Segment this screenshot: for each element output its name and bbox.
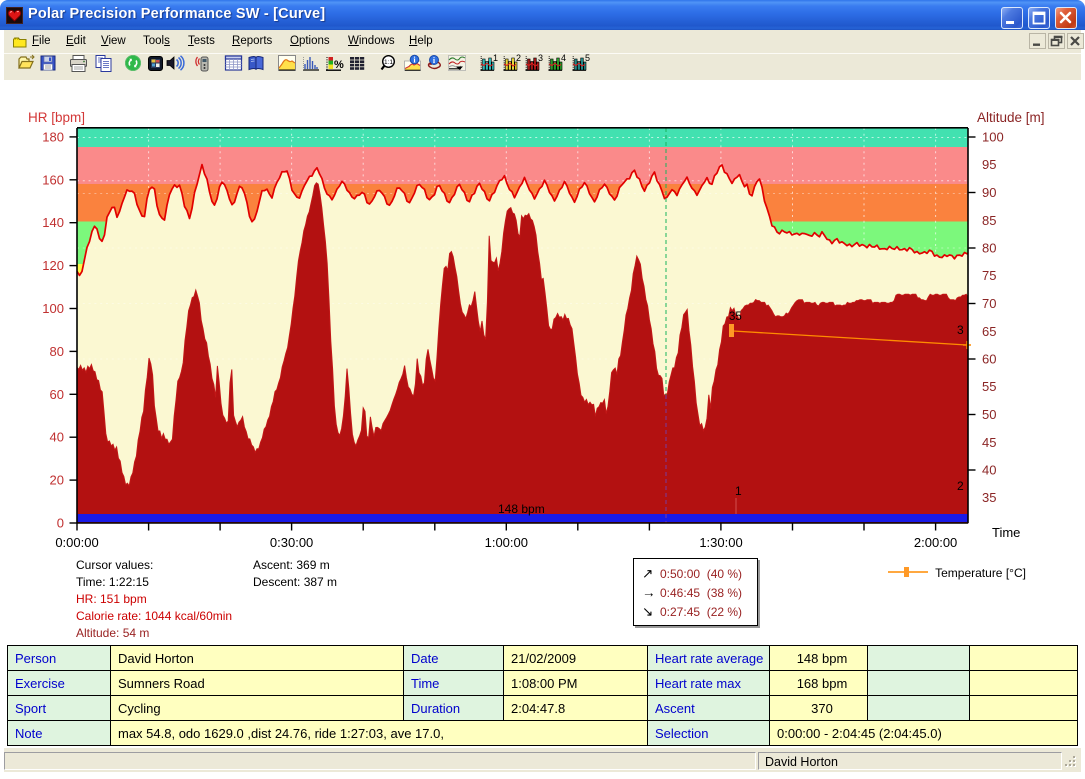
svg-text:40: 40	[982, 463, 996, 478]
svg-text:Altitude [m]: Altitude [m]	[977, 110, 1045, 125]
svg-text:1: 1	[735, 484, 742, 498]
svg-text:2:00:00: 2:00:00	[914, 535, 957, 550]
svg-text:4: 4	[561, 54, 566, 63]
svg-text:35: 35	[729, 311, 742, 323]
svg-text:3: 3	[538, 54, 543, 63]
svg-text:70: 70	[982, 296, 996, 311]
svg-text:20: 20	[50, 473, 64, 488]
svg-text:120: 120	[42, 258, 64, 273]
svg-text:100: 100	[982, 130, 1004, 145]
svg-text:60: 60	[50, 387, 64, 402]
svg-text:3: 3	[957, 323, 964, 337]
svg-text:95: 95	[982, 157, 996, 172]
svg-text:148 bpm: 148 bpm	[498, 502, 545, 516]
svg-text:0:30:00: 0:30:00	[270, 535, 313, 550]
svg-text:140: 140	[42, 215, 64, 230]
svg-text:45: 45	[982, 435, 996, 450]
svg-text:40: 40	[50, 430, 64, 445]
svg-text:80: 80	[50, 344, 64, 359]
svg-text:100: 100	[42, 301, 64, 316]
svg-text:1: 1	[493, 54, 498, 63]
svg-text:i: i	[413, 56, 416, 65]
svg-text:1:00:00: 1:00:00	[485, 535, 528, 550]
svg-text:55: 55	[982, 379, 996, 394]
svg-text:75: 75	[982, 268, 996, 283]
svg-text:i: i	[433, 56, 436, 65]
svg-text:180: 180	[42, 129, 64, 144]
svg-text:90: 90	[982, 185, 996, 200]
svg-text:1:30:00: 1:30:00	[699, 535, 742, 550]
svg-text:160: 160	[42, 172, 64, 187]
svg-text:50: 50	[982, 407, 996, 422]
svg-text:1:1: 1:1	[384, 59, 393, 66]
svg-text:HR [bpm]: HR [bpm]	[28, 110, 85, 125]
svg-text:Time: Time	[992, 525, 1020, 540]
svg-text:%: %	[334, 59, 344, 71]
svg-text:2: 2	[957, 479, 964, 493]
svg-text:60: 60	[982, 352, 996, 367]
svg-text:85: 85	[982, 213, 996, 228]
svg-text:35: 35	[982, 490, 996, 505]
svg-text:2: 2	[516, 54, 521, 63]
svg-text:80: 80	[982, 241, 996, 256]
svg-text:0:00:00: 0:00:00	[55, 535, 98, 550]
svg-text:65: 65	[982, 324, 996, 339]
svg-text:0: 0	[57, 516, 64, 531]
svg-text:5: 5	[585, 54, 590, 63]
